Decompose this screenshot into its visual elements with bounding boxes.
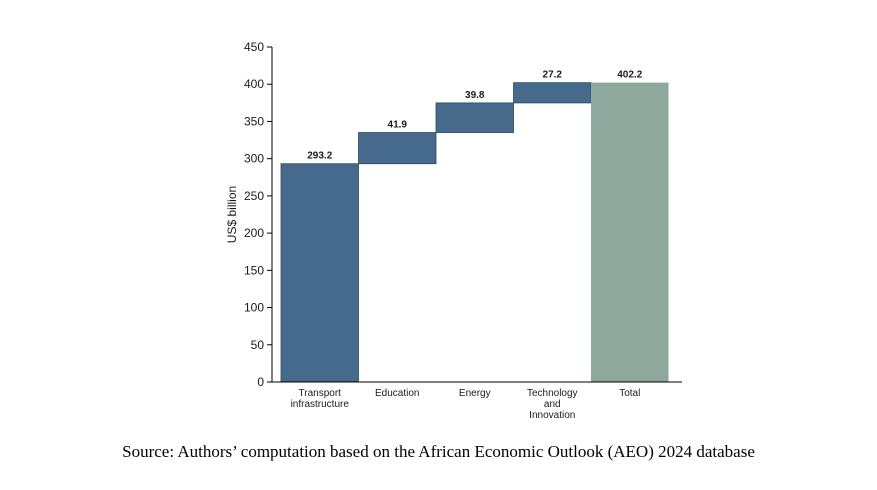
category-label-line: Total [619,388,640,399]
y-tick-label-6: 300 [244,152,264,166]
category-label-line: Energy [459,388,491,399]
bars-layer [280,82,669,383]
data-label-3: 27.2 [543,70,563,81]
category-label-line: and [544,399,561,410]
y-tick-label-3: 150 [244,263,264,277]
source-caption: Source: Authors’ computation based on th… [122,442,755,461]
y-tick-label-4: 200 [244,226,264,240]
category-label-0: Transport infrastructure [291,388,350,410]
waterfall-chart: 0 50 100 150 200 250 300 350 400 450 US$ billion 2… [225,40,682,421]
data-label-1: 41.9 [388,120,408,131]
bar-1 [358,132,437,165]
data-label-2: 39.8 [465,90,485,101]
bar-4 [591,82,669,382]
category-label-line: Technology [527,388,578,399]
category-label-1: Education [375,388,419,399]
bar-3 [513,82,592,104]
y-tick-label-0: 0 [257,375,264,389]
category-label-line: infrastructure [291,399,350,410]
data-label-0: 293.2 [307,151,332,162]
y-tick-label-9: 450 [244,40,264,54]
y-axis: 0 50 100 150 200 250 300 350 400 450 US$ billion [225,40,682,389]
category-label-3: Technology and Innovation [527,388,578,421]
y-tick-label-5: 250 [244,189,264,203]
category-label-2: Energy [459,388,491,399]
y-tick-label-1: 50 [251,338,265,352]
y-tick-label-2: 100 [244,301,264,315]
y-tick-label-8: 400 [244,77,264,91]
y-axis-title: US$ billion [225,186,239,243]
category-label-line: Education [375,388,419,399]
data-label-4: 402.2 [617,70,642,81]
category-label-line: Innovation [529,410,575,421]
bar-0 [280,163,359,383]
bar-2 [435,102,514,133]
category-label-4: Total [619,388,640,399]
labels-layer: 293.2 Transport infrastructure 41.9 Educatio… [291,70,643,421]
y-tick-label-7: 350 [244,114,264,128]
category-label-line: Transport [299,388,342,399]
